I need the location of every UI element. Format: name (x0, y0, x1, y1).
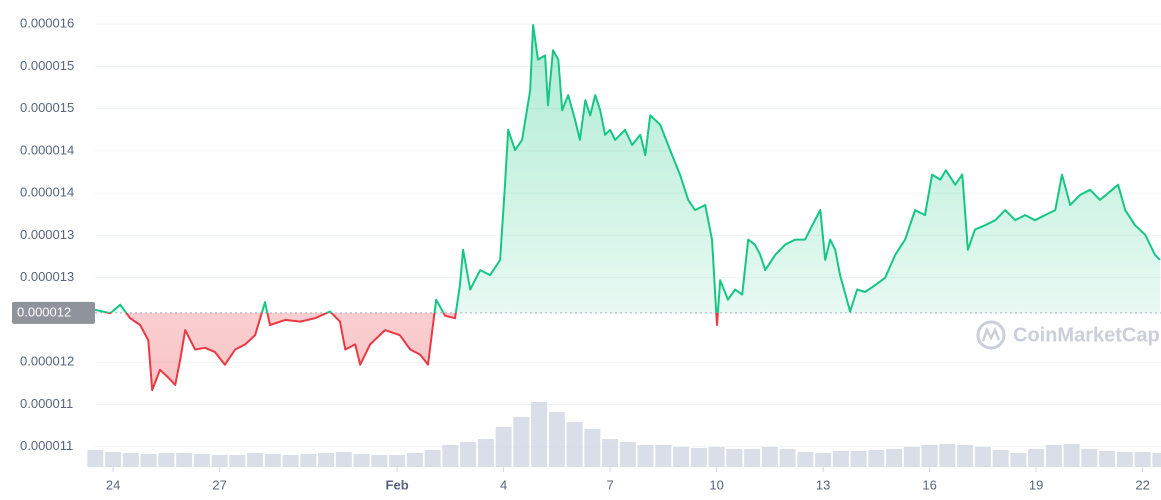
volume-bar (1081, 449, 1098, 467)
volume-bar (939, 444, 956, 467)
x-tick-label: 19 (1029, 477, 1043, 492)
y-tick-label: 0.000013 (20, 269, 74, 284)
volume-bar (708, 447, 725, 467)
volume-bar (1045, 445, 1062, 467)
volume-bar (158, 453, 175, 467)
axes: 0.000016 0.000015 0.000015 0.000014 0.000014… (12, 16, 1150, 492)
volume-bar (389, 455, 406, 467)
volume-bar (140, 454, 157, 467)
volume-bar (903, 447, 920, 467)
x-tick-label: 22 (1135, 477, 1149, 492)
x-tick-label: 10 (709, 477, 723, 492)
y-tick-label: 0.000011 (20, 396, 73, 411)
volume-bar (442, 445, 459, 467)
volume-bar (1010, 453, 1027, 467)
volume-bar (744, 449, 761, 467)
volume-bar (477, 439, 494, 467)
volume-bar (282, 455, 299, 467)
x-tick-label: 7 (606, 477, 613, 492)
volume-bar (690, 448, 707, 467)
volume-bar (229, 455, 246, 467)
volume-bar (974, 447, 991, 467)
x-tick-label: 27 (212, 477, 226, 492)
baseline-label-box (12, 301, 95, 324)
volume-bar (495, 427, 512, 467)
volume-bar (353, 454, 370, 467)
volume-bar (264, 454, 281, 467)
volume-bar (460, 442, 477, 467)
x-tick-label: 24 (106, 477, 120, 492)
volume-bar (566, 422, 583, 467)
y-tick-label: 0.000014 (20, 185, 74, 200)
volume-bar (1152, 453, 1161, 467)
volume-bar (1028, 449, 1045, 467)
y-tick-label: 0.000014 (20, 142, 74, 157)
baseline-label: 0.000012 (17, 304, 71, 319)
volume-bar (761, 447, 778, 467)
y-tick-label: 0.000012 (20, 354, 74, 369)
volume-bar (424, 450, 441, 467)
volume-bar (673, 447, 690, 467)
volume-bar (797, 452, 814, 467)
volume-bar (548, 412, 565, 467)
volume-bar (1099, 451, 1116, 467)
y-tick-label: 0.000015 (20, 100, 74, 115)
volume-bar (371, 455, 388, 467)
watermark-logo (976, 320, 1006, 350)
volume-bar (406, 453, 423, 467)
volume-bar (655, 445, 672, 467)
volume-bar (832, 451, 849, 467)
plot (94, 24, 1161, 392)
volume-bar (1116, 452, 1133, 467)
volume-bar (176, 453, 193, 467)
volume-bar (318, 453, 335, 467)
price-line-up (94, 24, 1161, 313)
volume-bar (211, 455, 228, 467)
volume-bar (779, 449, 796, 467)
watermark-text: CoinMarketCap (1013, 324, 1160, 346)
volume-bar (850, 451, 867, 467)
x-tick-label: 13 (816, 477, 830, 492)
volume-bar (726, 449, 743, 467)
watermark-logo (981, 326, 1001, 342)
area-up (95, 25, 1160, 313)
price-line-down (104, 312, 719, 392)
volume-bar (513, 417, 530, 467)
volume-bar (921, 445, 938, 467)
y-tick-label: 0.000016 (20, 16, 74, 31)
y-tick-label: 0.000013 (20, 227, 74, 242)
volume-bar (957, 445, 974, 467)
volume-bar (105, 452, 122, 467)
volume-bar (335, 452, 352, 467)
x-tick-label: 4 (500, 477, 507, 492)
y-tick-label: 0.000015 (20, 58, 74, 73)
x-tick-label: 16 (922, 477, 936, 492)
volume-bar (992, 450, 1009, 467)
volume-bar (531, 402, 548, 467)
volume-bar (1134, 452, 1151, 467)
volume-bar (637, 445, 654, 467)
volume-bar (815, 453, 832, 467)
volume-bar (886, 449, 903, 467)
volume-bar (300, 454, 317, 467)
volume (87, 402, 1161, 467)
volume-bar (584, 429, 601, 467)
watermark: CoinMarketCap (976, 320, 1160, 350)
volume-bar (87, 450, 104, 467)
volume-bar (1063, 444, 1080, 467)
volume-bar (247, 453, 264, 467)
volume-bar (193, 454, 210, 467)
x-tick-label: Feb (386, 477, 409, 492)
volume-bar (122, 453, 139, 467)
volume-bar (602, 439, 619, 467)
volume-bar (868, 450, 885, 467)
area-down (108, 312, 718, 391)
volume-bar (619, 442, 636, 467)
y-tick-label: 0.000011 (20, 438, 73, 453)
